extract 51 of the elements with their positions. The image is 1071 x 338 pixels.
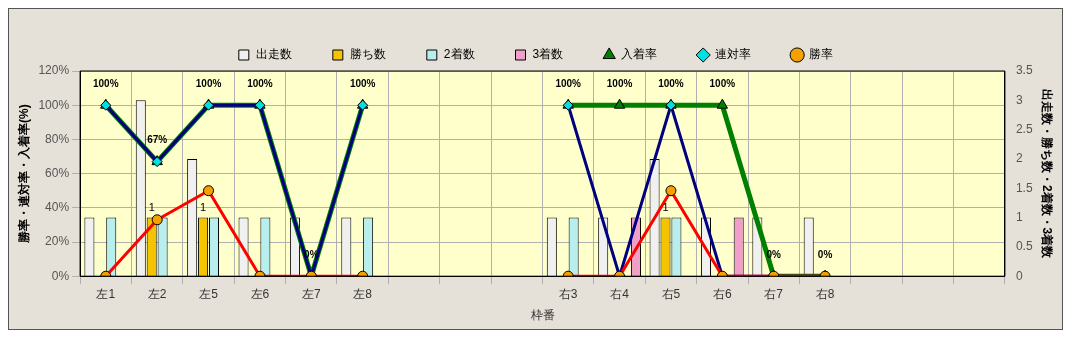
data-label: 100%: [195, 77, 222, 89]
data-label: 0%: [817, 248, 833, 260]
legend-label: 2着数: [443, 47, 475, 62]
y-tick-label: 20%: [45, 234, 70, 249]
x-tick-label: 右8: [815, 286, 835, 301]
y2-tick-label: 0.5: [1015, 239, 1033, 254]
data-label: 0%: [304, 248, 319, 260]
y2-tick-label: 1: [1015, 209, 1023, 224]
y2-tick-label: 3.5: [1015, 63, 1033, 78]
x-tick-label: 右4: [610, 286, 630, 301]
data-label: 1: [200, 201, 207, 214]
data-label: 100%: [247, 77, 273, 89]
data-label: 100%: [606, 77, 633, 89]
x-tick-label: 左2: [147, 286, 167, 301]
y-axis-title: 勝率・連対率・入着率(%): [16, 104, 31, 244]
data-label: 100%: [709, 77, 736, 89]
y-tick-label: 80%: [45, 131, 70, 146]
y-tick-label: 120%: [38, 63, 70, 78]
data-label: 1: [148, 201, 155, 214]
y2-tick-label: 3: [1015, 92, 1023, 107]
y2-tick-label: 2.5: [1015, 121, 1033, 136]
x-tick-label: 左5: [199, 286, 219, 301]
legend-label: 連対率: [715, 47, 752, 62]
x-tick-label: 右5: [661, 286, 681, 301]
data-label: 100%: [349, 77, 376, 89]
y-tick-label: 40%: [45, 200, 70, 215]
y2-tick-label: 0: [1015, 268, 1023, 283]
y-tick-label: 0%: [51, 268, 70, 283]
legend-label: 勝率: [809, 47, 834, 62]
data-label: 100%: [555, 77, 582, 89]
x-tick-label: 左6: [250, 286, 270, 301]
data-label: 67%: [147, 134, 168, 146]
x-tick-label: 右7: [764, 286, 784, 301]
legend-label: 入着率: [621, 47, 658, 62]
legend-label: 出走数: [255, 47, 292, 62]
x-tick-label: 左7: [301, 286, 321, 301]
y-tick-label: 60%: [45, 165, 70, 180]
x-tick-label: 右3: [558, 286, 578, 301]
y-tick-label: 100%: [38, 97, 70, 112]
data-label: 1: [662, 201, 669, 214]
y2-axis-title: 出走数・勝ち数・2着数・3着数: [1040, 88, 1055, 260]
x-tick-label: 右6: [712, 286, 732, 301]
y2-tick-label: 2: [1015, 151, 1023, 166]
x-axis-title: 枠番: [529, 308, 555, 323]
y2-tick-label: 1.5: [1015, 180, 1033, 195]
data-label: 100%: [658, 77, 684, 89]
legend-label: 勝ち数: [349, 47, 386, 62]
data-label: 100%: [92, 77, 119, 89]
legend-label: 3着数: [532, 47, 564, 62]
x-tick-label: 左8: [353, 286, 373, 301]
x-tick-label: 左1: [96, 286, 116, 301]
